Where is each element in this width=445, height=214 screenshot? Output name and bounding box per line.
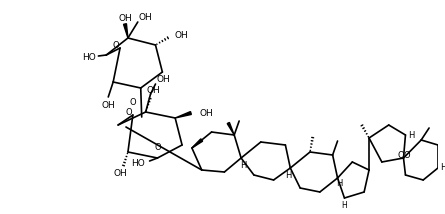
Polygon shape — [192, 139, 202, 148]
Text: H: H — [440, 163, 445, 172]
Text: O: O — [397, 150, 404, 159]
Text: O: O — [154, 144, 161, 153]
Text: OH: OH — [157, 74, 170, 83]
Text: O: O — [113, 40, 119, 49]
Text: OH: OH — [101, 101, 115, 110]
Text: OH: OH — [147, 86, 160, 95]
Polygon shape — [175, 111, 191, 118]
Text: HO: HO — [131, 159, 145, 168]
Text: H: H — [240, 162, 246, 171]
Text: OH: OH — [139, 12, 153, 21]
Text: OH: OH — [200, 108, 214, 117]
Polygon shape — [124, 24, 128, 38]
Text: O: O — [125, 107, 132, 116]
Text: OH: OH — [118, 13, 132, 22]
Text: O: O — [129, 98, 136, 107]
Text: H: H — [342, 202, 347, 211]
Text: H: H — [408, 131, 415, 140]
Polygon shape — [227, 122, 234, 135]
Text: H: H — [336, 180, 343, 189]
Text: H: H — [285, 171, 291, 180]
Text: OH: OH — [113, 169, 127, 178]
Text: O: O — [403, 150, 410, 159]
Text: HO: HO — [82, 52, 95, 61]
Text: OH: OH — [174, 31, 188, 40]
